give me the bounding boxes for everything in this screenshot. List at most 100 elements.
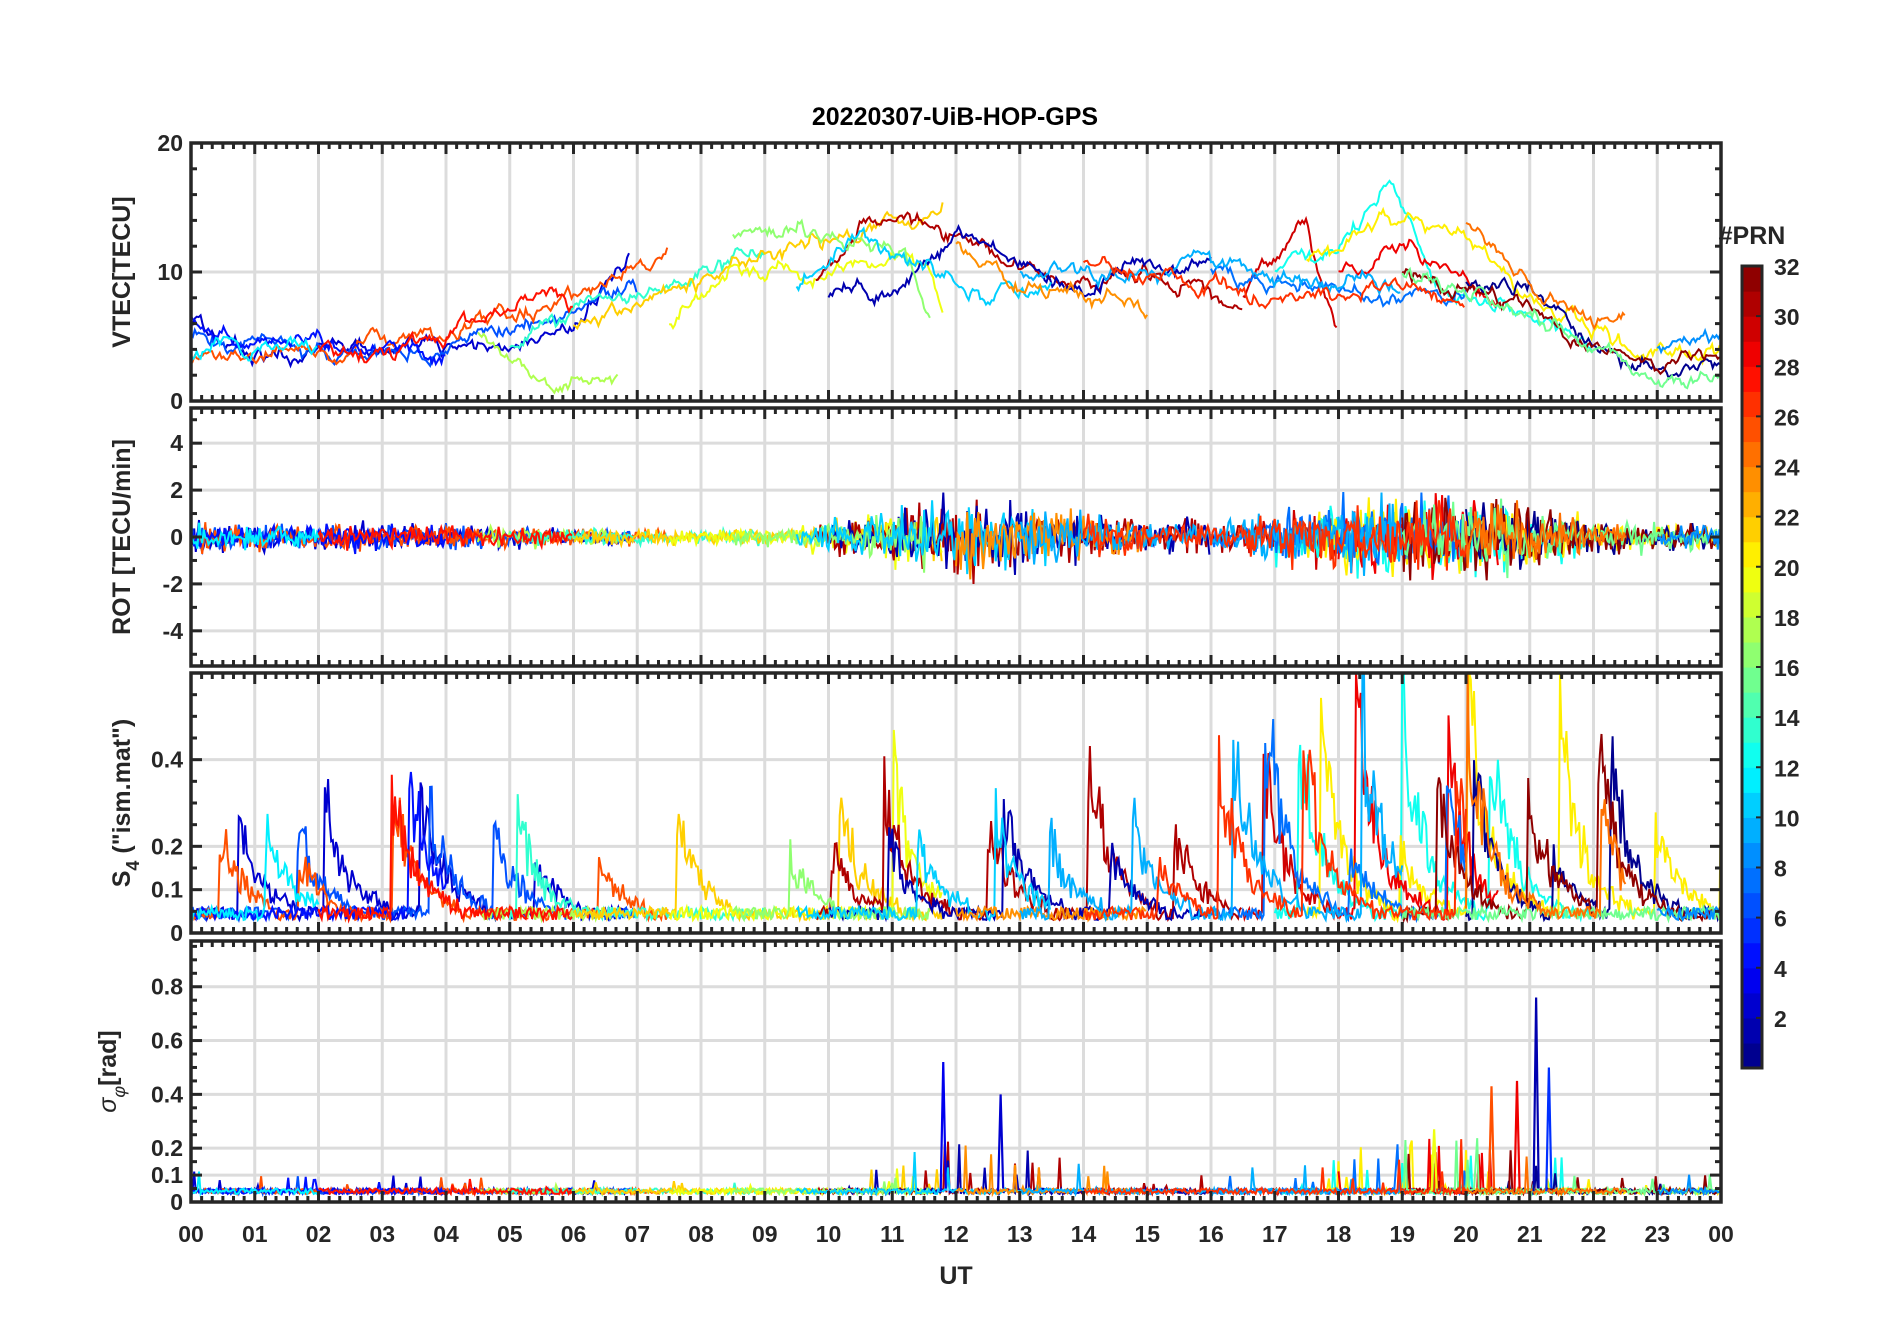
spike-prn-29 [1513,1080,1521,1192]
colorbar-swatch [1742,717,1762,743]
y-tick-label: 2 [170,477,183,503]
y-label-rest: [rad] [94,1030,122,1086]
series-line-prn-2 [828,798,1211,923]
colorbar-tick-label: 6 [1774,906,1787,932]
colorbar-tick-label: 8 [1774,856,1787,882]
x-tick-label: 00 [178,1221,204,1247]
panel-rot: -4 -2 0 2 4 ROT [TECU/min] [108,406,1723,668]
x-tick-label: 12 [943,1221,969,1247]
y-tick-label: -4 [163,618,184,644]
series-line-prn-24 [955,241,1149,320]
y-axis-label-sigma_phi: σφ[rad] [94,1030,129,1112]
colorbar-swatch [1742,366,1762,392]
plot-frame [189,141,1723,403]
y-tick-label: 0 [170,524,183,550]
series-line-prn-28 [317,286,573,364]
colorbar-swatch [1742,692,1762,718]
x-tick-label: 09 [752,1221,778,1247]
colorbar-tick-label: 12 [1774,755,1800,781]
colorbar-swatch [1742,942,1762,969]
series-line-prn-17 [732,515,930,573]
data-lines [191,491,1721,585]
y-axis-label-rot: ROT [TECU/min] [108,439,136,635]
colorbar-tick-label: 28 [1774,354,1800,380]
x-tick-label: 04 [433,1221,459,1247]
series-line-prn-26 [191,247,669,366]
y-tick-label: 0.2 [151,833,183,859]
y-tick-label: -2 [163,571,183,597]
series-line-prn-11 [795,788,1051,922]
colorbar-swatch [1742,842,1762,869]
x-tick-label: 06 [561,1221,587,1247]
x-tick-label: 00 [1708,1221,1734,1247]
x-tick-label: 11 [880,1221,905,1247]
colorbar-swatch [1742,892,1762,919]
series-line-prn-9 [1656,903,1721,923]
data-lines [191,179,1721,395]
x-axis-label: UT [939,1262,972,1290]
series-line-prn-12 [191,335,318,362]
spike-prn-3 [996,1094,1005,1192]
x-tick-label: 16 [1198,1221,1224,1247]
y-tick-label: 0.4 [151,1081,183,1107]
x-tick-label: 14 [1071,1221,1097,1247]
colorbar-swatch [1742,291,1762,317]
colorbar-swatch [1742,541,1762,568]
y-label-sub: 4 [123,861,143,871]
x-tick-label: 05 [497,1221,523,1247]
series-line-prn-9 [1656,1174,1721,1197]
series-line-prn-21 [1305,206,1721,366]
y-tick-label: 4 [170,430,183,456]
colorbar-swatch [1742,341,1762,367]
colorbar-swatch [1742,316,1762,342]
y-tick-label: 10 [157,259,183,285]
colorbar-tick-label: 14 [1774,705,1800,731]
x-tick-label: 10 [816,1221,842,1247]
x-tick-label: 07 [624,1221,650,1247]
series-line-prn-10 [1019,249,1401,296]
series-line-prn-28 [317,523,573,551]
y-label-rest: ("ism.mat") [108,719,136,861]
y-tick-label: 20 [157,130,183,156]
colorbar-tick-label: 2 [1774,1006,1787,1032]
spike-prn-6 [1545,1067,1553,1192]
y-tick-label: 0.4 [151,747,183,773]
y-tick-label: 0 [170,1189,183,1215]
series-line-prn-18 [477,331,619,395]
colorbar-swatch [1742,616,1762,643]
y-tick-label: 0.6 [151,1028,183,1054]
x-tick-label: 18 [1326,1221,1352,1247]
colorbar-swatch [1742,917,1762,944]
x-tick-label: 20 [1453,1221,1479,1247]
series-line-prn-2 [827,223,1212,308]
series-line-prn-25 [1465,221,1626,331]
series-line-prn-11 [795,226,1052,307]
colorbar-swatch [1742,667,1762,693]
colorbar-swatch [1742,391,1762,417]
colorbar-swatch [1742,867,1762,894]
colorbar-swatch [1742,491,1762,518]
series-line-prn-14 [508,794,765,923]
y-tick-label: 0 [170,388,183,414]
data-lines [191,673,1721,924]
colorbar-swatch [1742,967,1762,994]
series-line-prn-10 [1019,492,1404,576]
series-line-prn-14 [509,246,765,350]
series-line-prn-17 [732,839,930,923]
y-label-main: σ [94,1097,122,1113]
colorbar-swatch [1742,817,1762,844]
series-line-prn-12 [191,522,320,551]
colorbar-tick-label: 20 [1774,555,1800,581]
series-line-prn-17 [732,218,931,319]
colorbar-swatch [1742,792,1762,818]
chart-title: 20220307-UiB-HOP-GPS [812,103,1098,131]
spike-prn-26 [1487,1086,1496,1192]
x-tick-label: 21 [1517,1221,1543,1247]
panel-vtec: 0 10 20 VTEC[TECU] [108,130,1723,414]
colorbar-swatch [1742,767,1762,793]
panel-sigma_phi: 00.10.2 0.4 0.6 0.8 σφ[rad] [94,939,1723,1215]
series-line-prn-27 [1082,255,1465,310]
series-line-prn-9 [1656,524,1721,550]
